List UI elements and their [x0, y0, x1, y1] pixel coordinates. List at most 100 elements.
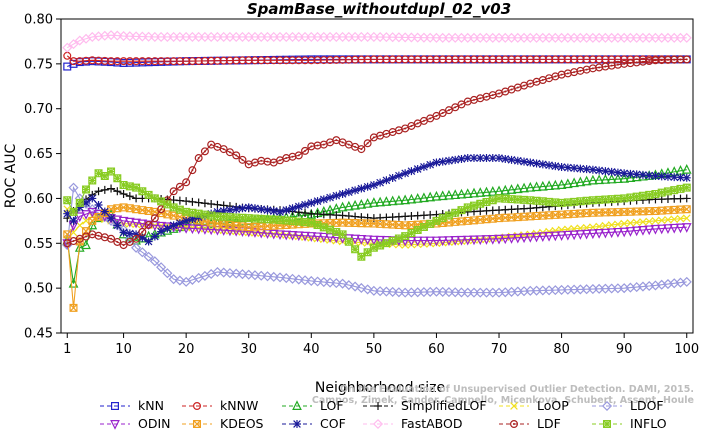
point-inflo	[632, 192, 641, 201]
point-kdeos	[682, 205, 691, 214]
point-odin	[225, 226, 235, 237]
point-odin	[656, 224, 667, 235]
legend-label-kdeos: KDEOS	[220, 416, 264, 431]
series-kdeos	[63, 203, 691, 312]
point-simplifiedlof	[125, 192, 134, 201]
point-simplifiedlof	[682, 194, 691, 203]
point-cof	[382, 176, 391, 185]
point-inflo	[651, 189, 660, 198]
legend-item-lof: LOF	[282, 398, 344, 413]
point-cof	[394, 171, 403, 180]
y-tick-label: 0.75	[24, 57, 53, 72]
point-odin	[475, 235, 486, 246]
point-cof	[88, 194, 97, 203]
point-fastabod	[106, 30, 117, 41]
legend: kNN kNNW LOF SimplifiedLOF LoOP LDOF ODIN KDEOS…	[100, 398, 667, 431]
point-odin	[613, 227, 623, 238]
point-cof	[69, 216, 78, 225]
point-odin	[663, 224, 673, 234]
point-cof	[188, 215, 197, 224]
point-inflo	[407, 229, 416, 238]
point-ldf	[451, 103, 460, 112]
point-odin	[569, 230, 579, 241]
point-ldof	[249, 270, 261, 281]
point-cof	[657, 172, 666, 181]
point-odin	[350, 234, 360, 245]
point-inflo	[444, 211, 453, 220]
point-odin	[481, 235, 492, 245]
point-ldf	[682, 55, 691, 64]
point-inflo	[663, 187, 672, 196]
point-lof	[600, 174, 611, 184]
point-odin	[74, 212, 85, 223]
legend-label-loop: LoOP	[537, 398, 569, 413]
point-inflo	[670, 186, 679, 195]
point-loop	[657, 216, 666, 225]
point-odin	[487, 234, 498, 245]
point-loop	[607, 221, 616, 229]
point-ldof	[156, 262, 167, 273]
y-tick-label: 0.55	[24, 237, 53, 252]
legend-item-ldf: LDF	[499, 416, 561, 431]
point-cof	[276, 207, 285, 216]
watermark-line-2: Campos, Zimek, Sander, Campello, Micenko…	[312, 395, 694, 406]
point-odin	[594, 229, 605, 239]
point-cof	[632, 170, 641, 179]
point-cof	[219, 206, 228, 215]
point-odin	[131, 218, 141, 229]
point-odin	[375, 235, 385, 246]
point-inflo	[476, 199, 485, 208]
point-odin	[462, 235, 473, 246]
point-cof	[288, 204, 297, 213]
point-ldof	[368, 285, 379, 296]
point-odin	[268, 229, 279, 240]
series-line-ldof	[66, 185, 687, 294]
point-lof	[625, 172, 636, 182]
legend-item-odin: ODIN	[100, 416, 171, 431]
point-cof	[570, 164, 579, 173]
point-ldf	[169, 187, 178, 196]
point-simplifiedlof	[107, 184, 116, 193]
legend-item-inflo: INFLO	[592, 416, 667, 431]
point-inflo	[413, 226, 422, 235]
point-lof	[512, 183, 523, 194]
point-inflo	[620, 194, 629, 203]
point-lof	[381, 196, 392, 206]
legend-swatch-marker	[193, 420, 201, 428]
point-inflo	[113, 174, 122, 183]
y-axis: 0.45 0.50 0.55 0.60 0.65 0.70 0.75 0.80	[24, 13, 61, 342]
legend-label-ldof: LDOF	[630, 398, 664, 413]
point-cof	[476, 154, 485, 163]
series-inflo	[63, 167, 691, 261]
point-ldof	[274, 272, 286, 283]
point-ldof	[68, 182, 79, 193]
point-cof	[338, 189, 347, 198]
point-ldf	[232, 151, 241, 160]
point-cof	[301, 200, 310, 209]
point-ldof	[174, 275, 185, 286]
legend-item-cof: COF	[282, 416, 346, 431]
point-inflo	[469, 201, 478, 210]
point-cof	[94, 201, 103, 210]
point-cof	[344, 188, 353, 197]
legend-swatch-marker	[110, 402, 119, 411]
point-ldof	[318, 276, 329, 288]
point-loop	[682, 214, 691, 222]
point-cof	[244, 203, 253, 212]
point-odin	[250, 228, 260, 238]
point-ldof	[162, 268, 173, 279]
point-knnw	[63, 51, 72, 60]
x-tick-label: 30	[240, 342, 257, 357]
point-cof	[626, 169, 635, 178]
legend-item-fastabod: FastABOD	[363, 416, 463, 431]
point-odin	[118, 216, 129, 227]
point-ldof	[343, 280, 354, 291]
plot-frame	[60, 18, 694, 334]
point-odin	[156, 221, 166, 232]
point-cof	[369, 180, 378, 189]
point-cof	[520, 157, 529, 166]
point-loop	[595, 222, 603, 231]
point-ldof	[325, 277, 336, 288]
y-tick-label: 0.65	[24, 147, 53, 162]
point-odin	[606, 228, 617, 239]
